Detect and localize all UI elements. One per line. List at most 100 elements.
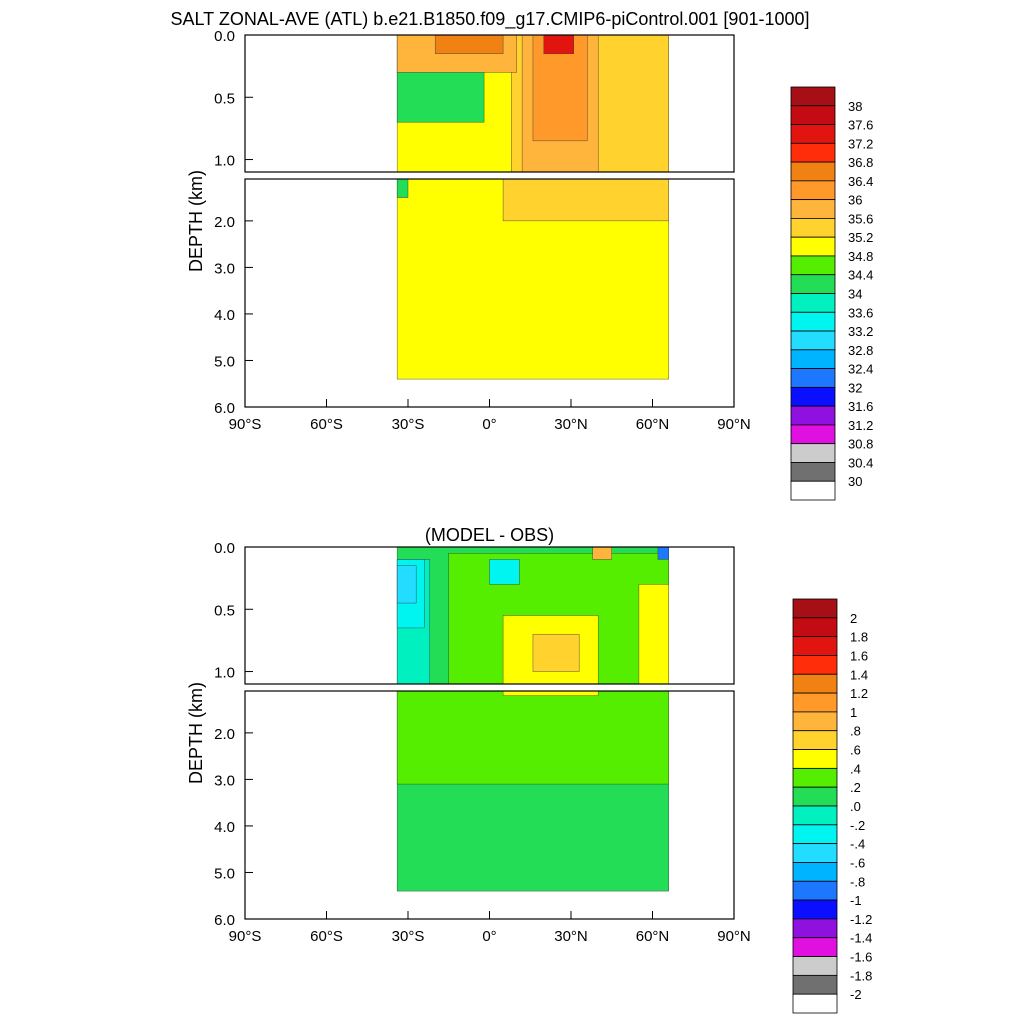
colorbar-label: -1.2 [850, 912, 872, 927]
colorbar-swatch [792, 937, 838, 957]
colorbar-swatch [792, 805, 838, 826]
contour-region-upper-8 [489, 559, 520, 585]
colorbar-swatch [792, 786, 838, 807]
colorbar-swatch [790, 199, 836, 219]
x-tick-label: 90°S [229, 416, 262, 433]
y-tick-label-lower: 4.0 [214, 819, 235, 836]
colorbar-label: .4 [850, 761, 861, 776]
colorbar-label: 31.2 [848, 418, 873, 433]
y-tick-label-upper: 1.0 [214, 665, 235, 682]
contour-region-lower-2 [502, 690, 599, 696]
y-tick-label-lower: 4.0 [214, 307, 235, 324]
colorbar-label: .6 [850, 743, 861, 758]
colorbar-swatch [792, 767, 838, 788]
colorbar-label: 37.6 [848, 118, 873, 133]
colorbar-label: 34.8 [848, 249, 873, 264]
y-tick-label-lower: 5.0 [214, 353, 235, 370]
upper-frame [244, 546, 735, 685]
y-tick-label-lower: 6.0 [214, 912, 235, 929]
colorbar-swatch [790, 274, 836, 294]
panel-model-minus-obs: (MODEL - OBS)0.00.51.02.03.04.05.06.090°… [186, 525, 872, 1014]
colorbar-swatch [792, 598, 838, 619]
colorbar-swatch [792, 993, 838, 1014]
colorbar-swatch [792, 749, 838, 769]
colorbar-label: .2 [850, 780, 861, 795]
panel-salinity: 0.0 0.5 1.0 2.0 3.0 4.0 5.0 6.090°S 60°S 30°S 0° 30… [186, 28, 873, 501]
colorbar-swatch [790, 255, 836, 276]
x-tick-label: 30°N [554, 928, 588, 945]
x-tick-label: 60°S [310, 928, 343, 945]
colorbar-swatch [790, 330, 836, 351]
colorbar-label: -2 [850, 987, 862, 1002]
colorbar-label: -1 [850, 893, 862, 908]
colorbar-swatch [790, 462, 836, 482]
colorbar-swatch [792, 862, 838, 882]
colorbar-swatch [792, 730, 838, 750]
x-tick-label: 30°N [554, 416, 588, 433]
colorbar-swatch [792, 617, 838, 638]
colorbar-label: -.4 [850, 837, 865, 852]
y-tick-label-lower: 3.0 [214, 772, 235, 789]
colorbar-label: 33.6 [848, 305, 873, 320]
colorbar-swatch [792, 899, 838, 920]
y-axis-label: DEPTH (km) [186, 682, 206, 784]
x-tick-label: 30°S [392, 928, 425, 945]
x-tick-label: 60°N [636, 928, 670, 945]
colorbar-label: -1.8 [850, 968, 872, 983]
colorbar-label: 2 [850, 611, 857, 626]
colorbar-swatch [792, 673, 838, 694]
colorbar-label: 38 [848, 99, 862, 114]
colorbar-label: 31.6 [848, 399, 873, 414]
contour-region-upper-6 [434, 34, 504, 54]
contour-region-lower-1 [396, 690, 669, 785]
colorbar-swatch [790, 311, 836, 332]
x-tick-label: 60°S [310, 416, 343, 433]
colorbar-label: 32 [848, 380, 862, 395]
contour-region-upper-9 [592, 546, 612, 560]
y-tick-label-upper: 0.0 [214, 28, 235, 45]
colorbar-swatch [790, 218, 836, 238]
x-tick-label: 90°N [717, 416, 751, 433]
y-tick-label-lower: 5.0 [214, 865, 235, 882]
contour-region-upper-4 [638, 584, 670, 685]
colorbar-swatch [790, 443, 836, 463]
x-tick-label: 90°N [717, 928, 751, 945]
colorbar-label: -1.6 [850, 950, 872, 965]
colorbar-swatch [790, 368, 836, 388]
colorbar-swatch [792, 880, 838, 901]
colorbar-swatch [792, 956, 838, 976]
y-tick-label-upper: 0.0 [214, 540, 235, 557]
colorbar-label: 1.4 [850, 667, 868, 682]
colorbar-label: 35.6 [848, 211, 873, 226]
y-axis-label: DEPTH (km) [186, 170, 206, 272]
y-tick-label-lower: 3.0 [214, 260, 235, 277]
colorbar-swatch [790, 124, 836, 144]
colorbar-swatch [792, 843, 838, 863]
colorbar-swatch [792, 636, 838, 656]
contour-region-lower-2 [396, 178, 409, 198]
colorbar-label: 1.2 [850, 686, 868, 701]
colorbar-swatch [790, 424, 836, 445]
y-tick-label-lower: 2.0 [214, 214, 235, 231]
colorbar-swatch [790, 142, 836, 163]
colorbar-label: .0 [850, 799, 861, 814]
colorbar-label: -.2 [850, 818, 865, 833]
panel-title: (MODEL - OBS) [425, 525, 554, 545]
colorbar-label: 30.4 [848, 455, 873, 470]
contour-region-upper-3 [532, 633, 580, 672]
colorbar-label: 35.2 [848, 230, 873, 245]
colorbar-label: 36.4 [848, 174, 873, 189]
upper-frame [244, 34, 735, 173]
y-tick-label-upper: 1.0 [214, 153, 235, 170]
colorbar-label: -.8 [850, 874, 865, 889]
colorbar-label: .8 [850, 724, 861, 739]
colorbar-swatch [790, 161, 836, 182]
x-tick-label: 90°S [229, 928, 262, 945]
colorbar-swatch [790, 293, 836, 313]
colorbar-swatch [792, 692, 838, 713]
colorbar-swatch [790, 236, 836, 257]
colorbar-swatch [790, 386, 836, 407]
contour-region-lower-1 [502, 178, 670, 222]
colorbar-label: 1.8 [850, 630, 868, 645]
colorbar-swatch [792, 974, 838, 995]
